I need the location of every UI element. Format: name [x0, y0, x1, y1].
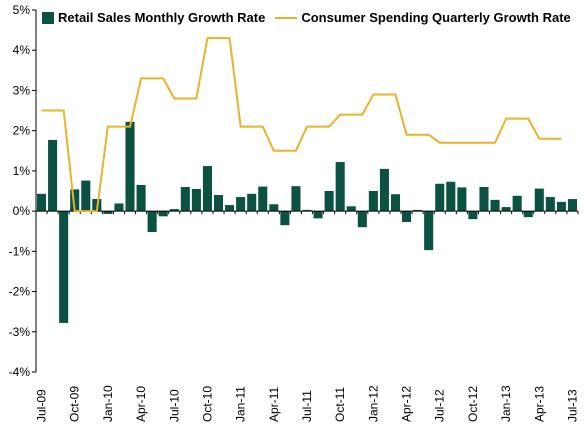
- legend-item-consumer: Consumer Spending Quarterly Growth Rate: [275, 10, 571, 25]
- bar: [136, 184, 146, 212]
- x-tick-label: Jul-10: [167, 389, 181, 422]
- x-tick-label: Apr-10: [134, 386, 148, 422]
- bar: [147, 211, 157, 233]
- bar: [191, 188, 201, 212]
- bar: [479, 186, 489, 212]
- legend-swatch-retail: [42, 11, 54, 24]
- x-tick-label: Jan-13: [499, 385, 513, 422]
- bar: [357, 211, 367, 228]
- x-tick-label: Jan-11: [234, 386, 248, 422]
- bar: [258, 186, 268, 212]
- bar: [280, 211, 290, 226]
- x-tick-label: Jan-12: [366, 385, 380, 422]
- bar: [313, 211, 323, 219]
- bar: [446, 181, 456, 212]
- legend-label-retail: Retail Sales Monthly Growth Rate: [58, 10, 266, 25]
- bar: [324, 191, 334, 212]
- y-tick-label: -4%: [9, 365, 31, 379]
- bar: [402, 211, 412, 222]
- legend: Retail Sales Monthly Growth Rate Consume…: [42, 10, 581, 25]
- legend-swatch-consumer: [275, 16, 298, 19]
- x-tick-label: Jan-10: [101, 385, 115, 422]
- x-tick-label: Oct-09: [68, 386, 82, 422]
- bar: [567, 199, 578, 212]
- x-tick-label: Oct-12: [466, 386, 480, 422]
- y-tick-label: 0%: [13, 204, 31, 218]
- bar: [545, 197, 555, 212]
- bar: [379, 168, 389, 212]
- bar: [435, 183, 445, 212]
- bar: [114, 203, 124, 212]
- bar: [81, 180, 91, 212]
- bar: [36, 193, 47, 212]
- legend-item-retail: Retail Sales Monthly Growth Rate: [42, 10, 265, 25]
- bar: [468, 211, 478, 220]
- bar: [103, 211, 113, 214]
- y-tick-label: -1%: [9, 244, 31, 258]
- bar: [158, 211, 168, 217]
- bar: [413, 209, 423, 212]
- x-tick-label: Oct-10: [200, 386, 214, 422]
- x-tick-label: Apr-11: [267, 387, 281, 422]
- bar: [501, 207, 511, 212]
- bar: [180, 186, 190, 212]
- x-tick-label: Jul-13: [565, 389, 579, 422]
- x-tick-label: Apr-12: [400, 386, 414, 422]
- bar: [202, 166, 212, 212]
- y-tick-label: 4%: [13, 43, 31, 57]
- bar: [70, 189, 80, 212]
- y-tick-label: -3%: [9, 325, 31, 339]
- y-tick-label: 3%: [13, 83, 31, 97]
- bar: [59, 211, 69, 323]
- bar: [225, 205, 235, 212]
- bar: [346, 206, 356, 212]
- y-tick-label: 1%: [13, 164, 31, 178]
- bar: [523, 211, 533, 218]
- series-line-consumer: [41, 37, 562, 213]
- bar: [368, 191, 378, 212]
- bar: [335, 162, 345, 212]
- bar: [48, 139, 58, 212]
- bar: [424, 211, 434, 251]
- y-tick-label: 2%: [13, 124, 31, 138]
- bar: [302, 209, 312, 212]
- x-tick-label: Oct-11: [333, 387, 347, 422]
- x-tick-label: Jul-09: [35, 389, 49, 422]
- bar: [169, 209, 179, 212]
- bar: [534, 188, 544, 212]
- x-tick-label: Apr-13: [532, 386, 546, 422]
- bar: [390, 194, 401, 212]
- bar: [556, 201, 566, 212]
- bar: [247, 193, 257, 212]
- x-tick-label: Jul-12: [433, 389, 447, 422]
- y-tick-label: -2%: [9, 285, 31, 299]
- bar: [236, 197, 246, 212]
- bar: [269, 204, 279, 212]
- bar: [457, 187, 467, 212]
- bar: [213, 195, 224, 212]
- bar: [125, 121, 135, 212]
- legend-label-consumer: Consumer Spending Quarterly Growth Rate: [301, 10, 571, 25]
- y-tick-label: 5%: [13, 3, 31, 17]
- bar: [512, 195, 522, 212]
- bar: [291, 186, 301, 212]
- x-tick-label: Jul-11: [300, 390, 314, 422]
- bar: [490, 199, 500, 212]
